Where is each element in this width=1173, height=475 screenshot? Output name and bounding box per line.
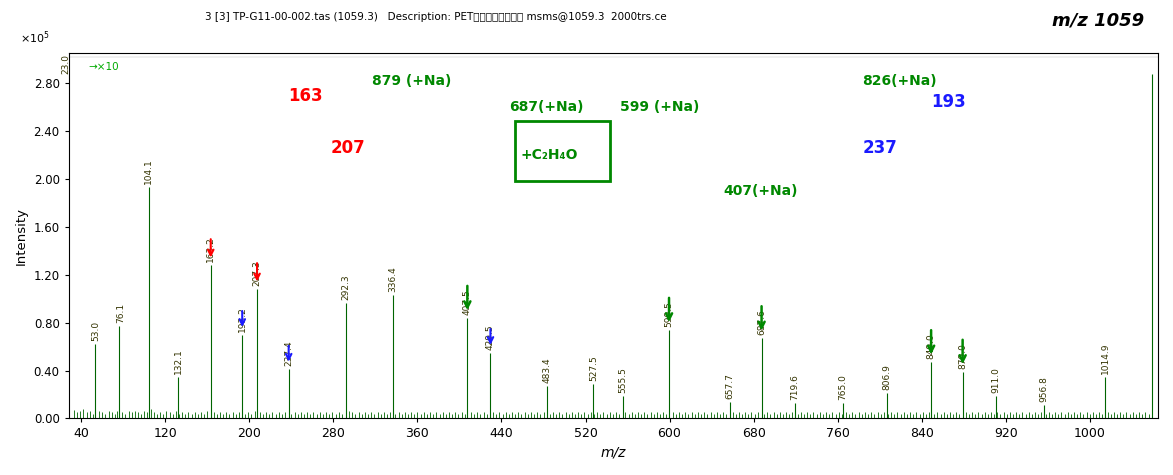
- Text: 336.4: 336.4: [388, 266, 398, 292]
- Text: 292.3: 292.3: [341, 275, 351, 301]
- Text: 53.0: 53.0: [91, 321, 101, 341]
- Text: 879.0: 879.0: [958, 343, 967, 369]
- Text: 429.5: 429.5: [486, 324, 495, 350]
- Text: 911.0: 911.0: [991, 367, 1001, 393]
- Bar: [515, 122, 610, 181]
- Text: 193: 193: [931, 93, 965, 111]
- Text: 765.0: 765.0: [839, 374, 847, 400]
- Text: 1014.9: 1014.9: [1101, 342, 1110, 373]
- Text: 193.2: 193.2: [238, 306, 246, 332]
- Y-axis label: Intensity: Intensity: [15, 207, 28, 265]
- Text: 207: 207: [331, 139, 365, 157]
- Text: 237: 237: [863, 139, 897, 157]
- Text: 599 (+Na): 599 (+Na): [621, 100, 699, 114]
- Text: 207.3: 207.3: [252, 260, 262, 286]
- Text: 104.1: 104.1: [144, 159, 154, 184]
- Text: 555.5: 555.5: [618, 367, 628, 393]
- Text: 163.2: 163.2: [206, 237, 215, 262]
- Text: 483.4: 483.4: [543, 358, 551, 383]
- Text: 237.4: 237.4: [284, 341, 293, 366]
- Text: 849.0: 849.0: [927, 333, 936, 359]
- Text: 407.5: 407.5: [463, 289, 472, 315]
- Text: m/z 1059: m/z 1059: [1051, 12, 1144, 30]
- Text: 687(+Na): 687(+Na): [509, 100, 583, 114]
- X-axis label: m/z: m/z: [601, 446, 626, 460]
- Text: $\times$10$^5$: $\times$10$^5$: [20, 29, 49, 46]
- Text: 956.8: 956.8: [1039, 376, 1049, 402]
- Text: 23.0: 23.0: [61, 54, 70, 74]
- Text: 163: 163: [289, 87, 323, 105]
- Text: +C₂H₄O: +C₂H₄O: [521, 148, 578, 162]
- Text: 527.5: 527.5: [589, 355, 598, 380]
- Text: 599.5: 599.5: [665, 301, 673, 327]
- Text: 132.1: 132.1: [174, 348, 183, 373]
- Text: 76.1: 76.1: [116, 303, 124, 323]
- Text: 826(+Na): 826(+Na): [862, 74, 936, 88]
- Text: 3 [3] TP-G11-00-002.tas (1059.3)   Description: PETオンプレート分解 msms@1059.3  2000trs: 3 [3] TP-G11-00-002.tas (1059.3) Descrip…: [205, 12, 667, 22]
- Text: 719.6: 719.6: [791, 374, 800, 400]
- Text: 687.6: 687.6: [757, 309, 766, 335]
- Text: 657.7: 657.7: [726, 373, 734, 399]
- Text: 806.9: 806.9: [882, 364, 891, 390]
- Text: →×10: →×10: [88, 62, 118, 72]
- Text: 407(+Na): 407(+Na): [723, 184, 798, 198]
- Text: 879 (+Na): 879 (+Na): [372, 74, 452, 88]
